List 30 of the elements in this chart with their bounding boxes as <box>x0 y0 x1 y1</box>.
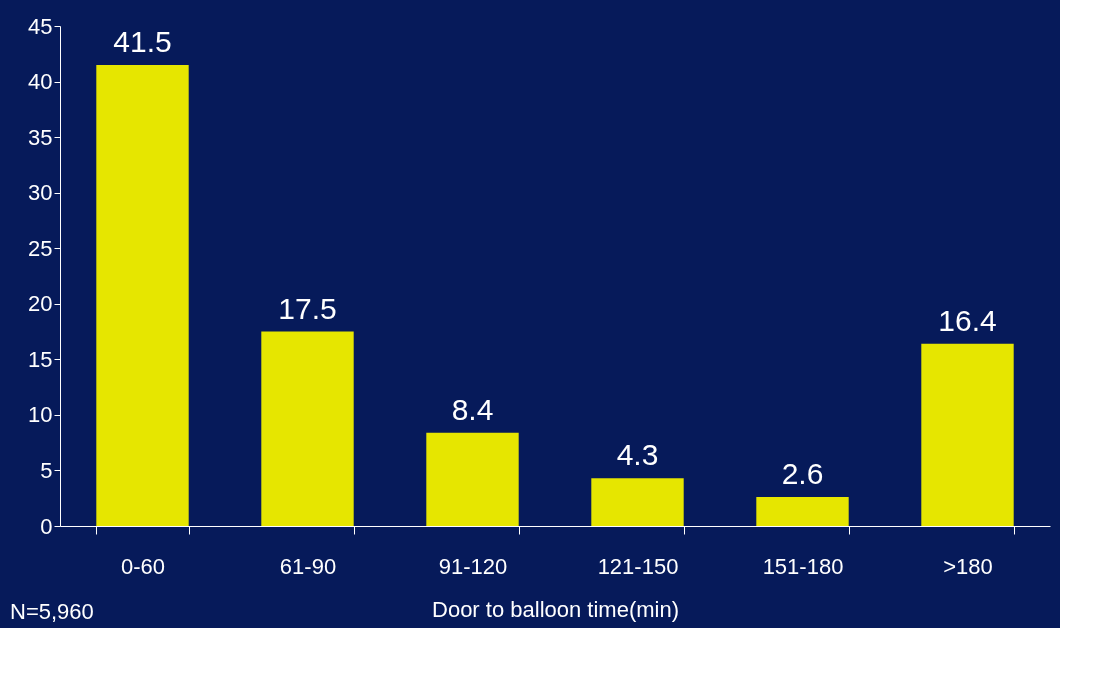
bar <box>756 497 849 526</box>
y-tick-label: 35 <box>28 124 53 150</box>
text: N=5,960 <box>10 599 94 624</box>
bar <box>591 478 684 526</box>
y-tick-label: 20 <box>28 291 53 317</box>
x-tick-label: 0-60 <box>120 553 166 579</box>
y-tick-label: 40 <box>28 69 53 95</box>
x-tick-label: 121-150 <box>597 553 679 579</box>
data-label: 8.4 <box>451 392 494 426</box>
x-axis-title: Door to balloon time(min) <box>432 596 679 622</box>
y-tick-label: 45 <box>28 13 53 39</box>
y-tick-label: 5 <box>40 457 53 483</box>
bar <box>261 331 354 526</box>
y-tick-label: 15 <box>28 346 53 372</box>
y-tick-label: 0 <box>40 513 53 539</box>
bar <box>96 64 189 526</box>
data-label: 4.3 <box>616 438 659 472</box>
x-tick-label: 91-120 <box>438 553 508 579</box>
y-tick-label: 25 <box>28 235 53 261</box>
data-label: 17.5 <box>278 291 337 325</box>
data-label: 16.4 <box>938 303 997 337</box>
x-tick-label: 151-180 <box>762 553 844 579</box>
x-tick-label: >180 <box>943 553 993 579</box>
y-tick-label: 30 <box>28 180 53 206</box>
x-tick-label: 61-90 <box>279 553 337 579</box>
y-tick-label: 10 <box>28 402 53 428</box>
data-label: 2.6 <box>781 457 824 491</box>
data-label: 41.5 <box>113 24 172 58</box>
bar <box>921 343 1014 526</box>
bar <box>426 432 519 526</box>
